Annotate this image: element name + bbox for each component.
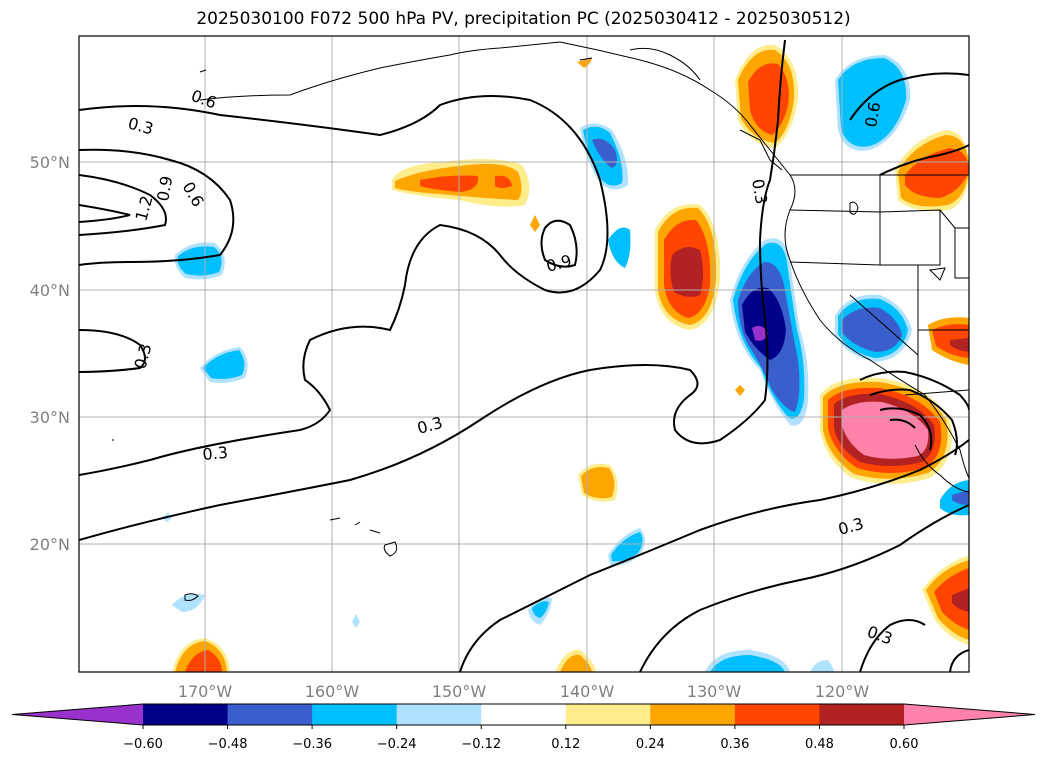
lon-tick-label: 140°W — [560, 682, 615, 701]
colorbar-segment — [312, 704, 398, 725]
colorbar-segment — [734, 704, 820, 725]
colorbar-tick-label: 0.12 — [551, 737, 580, 752]
colorbar-segment — [565, 704, 651, 725]
contour-label: 0.3 — [748, 177, 771, 205]
colorbar-tick-label: 0.48 — [805, 737, 834, 752]
lon-tick-label: 160°W — [305, 682, 360, 701]
colorbar-segment — [481, 704, 567, 725]
map-background — [79, 36, 969, 672]
colorbar: −0.60 −0.48 −0.36 −0.24 −0.12 0.12 0.24 0.36 0.4… — [11, 703, 1036, 752]
colorbar-segment — [227, 704, 313, 725]
colorbar-extend-max — [904, 704, 1035, 725]
lon-tick-label: 120°W — [815, 682, 870, 701]
colorbar-segment — [819, 704, 905, 725]
lat-tick-label: 30°N — [30, 408, 70, 427]
map-frame — [78, 35, 970, 673]
precipitation-shading — [162, 44, 969, 672]
lon-tick-label: 150°W — [432, 682, 487, 701]
colorbar-tick-label: −0.24 — [377, 737, 417, 752]
lat-tick-label: 20°N — [30, 535, 70, 554]
contour-label: 0.6 — [861, 100, 884, 128]
latitude-axis: 50°N 40°N 30°N 20°N — [30, 153, 70, 554]
contour-label: 0.9 — [153, 174, 176, 202]
colorbar-tick-label: −0.48 — [208, 737, 248, 752]
colorbar-tick-label: −0.60 — [123, 737, 163, 752]
colorbar-tick-label: 0.36 — [720, 737, 749, 752]
lat-tick-label: 40°N — [30, 281, 70, 300]
map-gridlines — [79, 36, 969, 672]
colorbar-tick-label: −0.12 — [461, 737, 501, 752]
coastlines — [112, 41, 969, 601]
colorbar-tick-label: 0.60 — [890, 737, 919, 752]
colorbar-segment — [143, 704, 229, 725]
map-title: 2025030100 F072 500 hPa PV, precipitatio… — [196, 9, 851, 29]
colorbar-tick-label: −0.36 — [292, 737, 332, 752]
colorbar-segment — [650, 704, 736, 725]
pv-contours — [79, 39, 969, 672]
contour-label: 0.3 — [202, 443, 229, 464]
colorbar-segment — [396, 704, 482, 725]
lon-tick-label: 170°W — [178, 682, 233, 701]
colorbar-extend-min — [12, 704, 143, 725]
lat-tick-label: 50°N — [30, 153, 70, 172]
longitude-axis: 170°W 160°W 150°W 140°W 130°W 120°W — [178, 682, 870, 701]
lon-tick-label: 130°W — [687, 682, 742, 701]
colorbar-tick-label: 0.24 — [636, 737, 665, 752]
